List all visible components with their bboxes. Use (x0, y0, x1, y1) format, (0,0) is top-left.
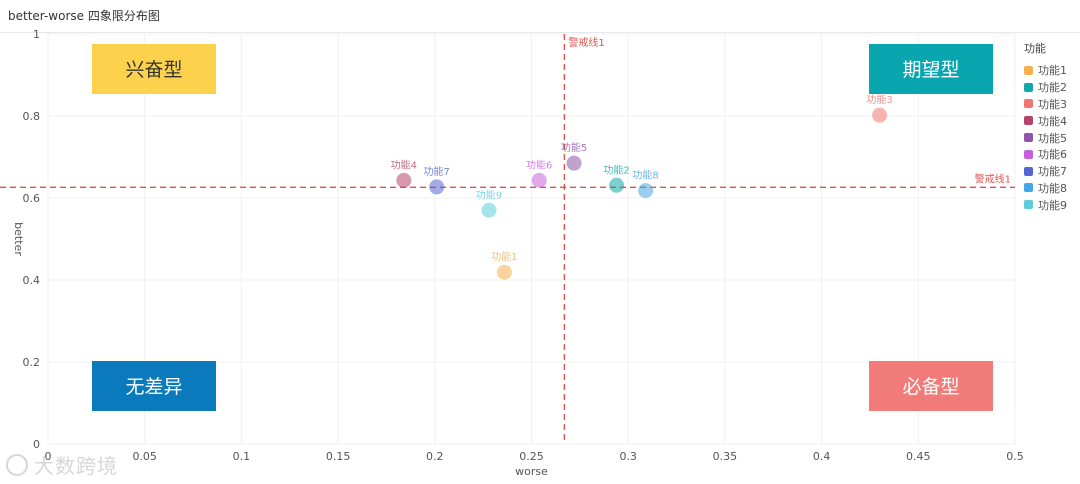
legend-swatch (1024, 149, 1033, 159)
quadrant-label-top-right: 期望型 (902, 59, 959, 81)
legend-item[interactable]: 功能3 (1024, 96, 1067, 113)
legend-item[interactable]: 功能5 (1024, 129, 1067, 146)
legend-item[interactable]: 功能6 (1024, 146, 1067, 163)
scatter-point-label-功能9: 功能9 (476, 188, 502, 201)
scatter-point-功能6 (531, 172, 547, 188)
legend-label: 功能1 (1038, 64, 1067, 78)
scatter-point-label-功能8: 功能8 (632, 169, 658, 182)
legend-swatch (1024, 99, 1033, 109)
legend-item[interactable]: 功能4 (1024, 112, 1067, 129)
scatter-point-label-功能3: 功能3 (866, 93, 892, 106)
legend-swatch (1024, 133, 1033, 143)
watermark: 大数跨境 (6, 450, 118, 479)
x-axis-label: worse (515, 465, 548, 478)
legend-item[interactable]: 功能7 (1024, 163, 1067, 180)
legend-label: 功能4 (1038, 114, 1067, 128)
legend-label: 功能8 (1038, 181, 1067, 195)
x-tick-label: 0.3 (619, 450, 637, 463)
x-tick-label: 0 (45, 450, 52, 463)
quadrant-box-top-left (92, 44, 216, 94)
y-tick-label: 1 (33, 28, 40, 41)
legend-item[interactable]: 功能1 (1024, 62, 1067, 79)
legend-swatch (1024, 200, 1033, 210)
legend-title: 功能 (1024, 42, 1046, 55)
legend-swatch (1024, 183, 1033, 193)
x-tick-label: 0.25 (519, 450, 544, 463)
legend-swatch (1024, 116, 1033, 126)
legend-item[interactable]: 功能2 (1024, 79, 1067, 96)
scatter-point-label-功能1: 功能1 (491, 250, 517, 263)
y-axis-label: better (12, 222, 25, 256)
y-tick-label: 0.6 (23, 192, 41, 205)
y-tick-label: 0.8 (23, 110, 41, 123)
page-title: better-worse 四象限分布图 (8, 9, 160, 23)
y-tick-label: 0.4 (23, 274, 41, 287)
scatter-point-功能8 (638, 183, 654, 199)
legend-swatch (1024, 166, 1033, 176)
scatter-point-功能2 (609, 177, 625, 193)
scatter-point-功能7 (429, 179, 445, 195)
scatter-point-功能3 (872, 107, 888, 123)
scatter-point-功能4 (396, 172, 412, 188)
reference-line-label-horizontal: 警戒线1 (975, 172, 1011, 185)
scatter-point-功能5 (566, 155, 582, 171)
scatter-point-label-功能6: 功能6 (526, 158, 552, 171)
legend-label: 功能7 (1038, 165, 1067, 179)
x-tick-label: 0.1 (233, 450, 251, 463)
x-tick-label: 0.4 (813, 450, 831, 463)
x-tick-label: 0.45 (906, 450, 931, 463)
legend: 功能 功能1 功能2 功能3 功能4 功能5 功能6 功能7 功能8 功能9 (1024, 40, 1067, 213)
x-tick-label: 0.5 (1006, 450, 1024, 463)
watermark-text: 大数跨境 (34, 454, 118, 478)
quadrant-box-bottom-right (869, 361, 993, 411)
quadrant-label-top-left: 兴奋型 (125, 59, 182, 81)
legend-swatch (1024, 65, 1033, 75)
scatter-point-label-功能2: 功能2 (603, 163, 629, 176)
scatter-point-功能1 (496, 264, 512, 280)
scatter-point-label-功能7: 功能7 (424, 165, 450, 178)
y-tick-label: 0 (33, 438, 40, 451)
legend-swatch (1024, 82, 1033, 92)
legend-label: 功能3 (1038, 97, 1067, 111)
x-tick-label: 0.15 (326, 450, 351, 463)
quadrant-label-bottom-right: 必备型 (902, 376, 959, 398)
scatter-point-label-功能4: 功能4 (391, 158, 417, 171)
legend-label: 功能5 (1038, 131, 1067, 145)
x-tick-label: 0.35 (713, 450, 738, 463)
legend-label: 功能9 (1038, 198, 1067, 212)
x-tick-label: 0.05 (132, 450, 157, 463)
legend-label: 功能6 (1038, 148, 1067, 162)
watermark-logo-icon (6, 454, 28, 476)
scatter-point-功能9 (481, 202, 497, 218)
title-divider (0, 32, 1080, 33)
quadrant-label-bottom-left: 无差异 (125, 376, 182, 398)
legend-item[interactable]: 功能9 (1024, 196, 1067, 213)
x-tick-label: 0.2 (426, 450, 444, 463)
quadrant-box-bottom-left (92, 361, 216, 411)
reference-line-label-vertical: 警戒线1 (568, 36, 604, 49)
legend-item[interactable]: 功能8 (1024, 180, 1067, 197)
quadrant-box-top-right (869, 44, 993, 94)
y-tick-label: 0.2 (23, 356, 41, 369)
scatter-point-label-功能5: 功能5 (561, 141, 587, 154)
legend-label: 功能2 (1038, 81, 1067, 95)
